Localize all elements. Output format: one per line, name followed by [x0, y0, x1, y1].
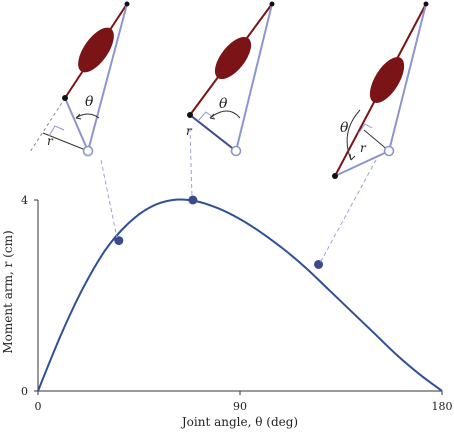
highlight-points: [114, 195, 324, 269]
joint-dot: [62, 95, 68, 101]
x-tick-label-end: 180: [432, 400, 453, 413]
highlight-point-3: [314, 259, 324, 269]
tip-dot: [124, 1, 130, 7]
muscle-belly: [369, 57, 405, 103]
leader-line-left: [100, 159, 118, 239]
y-axis-label: Moment arm, r (cm): [1, 230, 15, 353]
joint-dot: [187, 112, 193, 118]
r-label: r: [186, 124, 193, 138]
theta-label: θ: [85, 94, 94, 110]
moment-arm-line: [42, 132, 89, 152]
r-label: r: [47, 134, 54, 148]
moment-arm-line: [363, 129, 390, 152]
x-tick-label-mid: 90: [233, 400, 247, 413]
tendon-upper: [87, 3, 128, 152]
leader-line-middle: [189, 127, 193, 199]
bone-lower: [64, 97, 89, 152]
tip-dot: [269, 1, 275, 7]
leader-line-right: [319, 159, 377, 264]
bone-lower: [334, 150, 390, 177]
tip-dot: [423, 1, 429, 7]
r-label: r: [360, 141, 367, 155]
angle-arc: [209, 110, 241, 119]
x-axis-label: Joint angle, θ (deg): [180, 415, 298, 429]
muscle-belly: [78, 27, 114, 73]
angle-arrow: [209, 113, 216, 120]
tendon-upper: [388, 3, 427, 152]
tendon-upper: [235, 3, 273, 152]
muscle-belly: [214, 36, 252, 80]
joint-inset-left: θ r: [29, 1, 130, 157]
joint-center-icon: [230, 145, 242, 157]
leader-lines: [100, 127, 377, 264]
joint-center-icon: [383, 145, 395, 157]
joint-dot: [332, 173, 338, 179]
theta-label: θ: [340, 120, 349, 136]
angle-arrow: [349, 153, 356, 161]
x-tick-label-zero: 0: [35, 400, 42, 413]
angle-arrow: [75, 113, 82, 120]
joint-center-icon: [82, 145, 94, 157]
highlight-point-1: [114, 236, 124, 246]
right-angle-marker: [48, 125, 65, 137]
angle-arc: [75, 113, 100, 119]
right-angle-marker: [357, 123, 373, 135]
y-tick-label-zero: 0: [21, 385, 28, 398]
moment-arm-curve: [37, 198, 443, 392]
highlight-point-2: [188, 195, 198, 205]
extension-line: [29, 97, 66, 153]
theta-label: θ: [219, 96, 228, 112]
angle-arc: [346, 109, 361, 161]
bone-lower: [189, 114, 237, 152]
joint-inset-right: θ r: [332, 1, 429, 179]
joint-inset-middle: θ r: [186, 1, 275, 157]
y-tick-label-top: 4: [21, 194, 28, 207]
plot-axes: 4 0 0 90 180 Joint angle, θ (deg) Moment…: [1, 194, 453, 429]
